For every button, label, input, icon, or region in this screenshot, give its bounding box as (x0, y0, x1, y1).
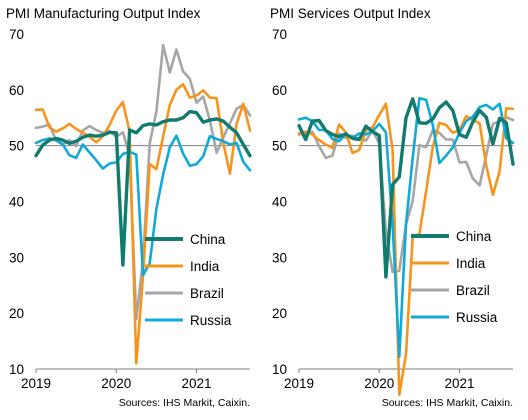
y-tick-label: 70 (9, 27, 24, 42)
chart-title: PMI Manufacturing Output Index (6, 6, 201, 21)
series-line-china (297, 97, 515, 279)
chart-title: PMI Services Output Index (270, 6, 431, 21)
legend-label: Russia (456, 310, 498, 325)
y-tick-label: 30 (272, 250, 287, 265)
source-note: Sources: IHS Markit, Caixin. (382, 397, 513, 409)
legend-label: China (456, 229, 492, 244)
y-tick-label: 10 (272, 362, 287, 377)
y-tick-label: 30 (9, 250, 24, 265)
legend-label: Brazil (190, 286, 224, 301)
y-tick-label: 20 (9, 306, 24, 321)
legend-label: Brazil (456, 283, 490, 298)
legend-label: China (190, 232, 226, 247)
legend-label: India (456, 256, 486, 271)
manufacturing-panel: PMI Manufacturing Output Index 10 20 30 40 50… (6, 6, 252, 409)
source-note: Sources: IHS Markit, Caixin. (119, 397, 250, 409)
series-line-china (34, 109, 252, 267)
series-line-russia (297, 96, 515, 359)
y-tick-label: 70 (272, 27, 287, 42)
legend-label: Russia (190, 313, 232, 328)
x-tick-label: 2020 (364, 376, 394, 391)
y-tick-label: 50 (9, 139, 24, 154)
legend-label: India (190, 259, 220, 274)
x-tick-label: 2019 (284, 376, 314, 391)
services-panel: PMI Services Output Index 10 20 30 40 50 60 70 2… (270, 6, 515, 409)
y-tick-label: 40 (9, 195, 24, 210)
y-tick-label: 10 (9, 362, 24, 377)
series-line-russia (34, 134, 252, 277)
y-tick-label: 60 (272, 83, 287, 98)
y-tick-label: 40 (272, 195, 287, 210)
x-tick-label: 2021 (444, 376, 474, 391)
x-tick-label: 2021 (181, 376, 211, 391)
x-tick-label: 2020 (101, 376, 131, 391)
y-tick-label: 50 (272, 139, 287, 154)
x-tick-label: 2019 (21, 376, 51, 391)
y-tick-label: 60 (9, 83, 24, 98)
y-tick-label: 20 (272, 306, 287, 321)
